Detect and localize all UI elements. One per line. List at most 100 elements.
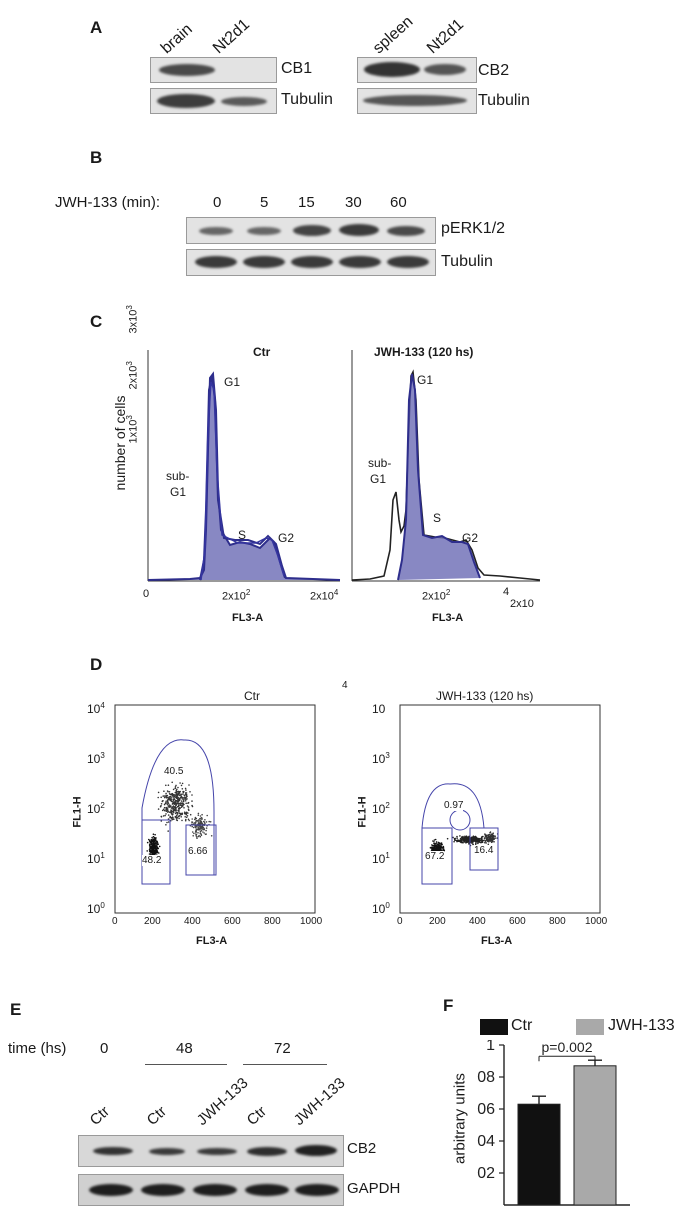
c-right-title: JWH-133 (120 hs)	[374, 345, 474, 359]
scatter-dot	[176, 788, 178, 791]
scatter-dot	[155, 837, 157, 839]
scatter-dot	[161, 809, 164, 812]
scatter-dot	[166, 809, 169, 812]
lane-label-brain: brain	[157, 20, 196, 58]
scatter-dot	[182, 805, 184, 807]
scatter-dot	[474, 835, 477, 838]
scatter-dot	[181, 798, 184, 800]
scatter-dot	[176, 819, 179, 822]
scatter-dot	[453, 840, 455, 843]
scatter-dot	[174, 795, 176, 798]
panel-e-label: E	[10, 1000, 22, 1019]
scatter-dot	[432, 846, 434, 849]
scatter-dot	[175, 789, 178, 792]
scatter-dot	[170, 809, 173, 812]
scatter-dot	[196, 837, 198, 839]
d-left-gate-top	[141, 739, 215, 878]
scatter-dot	[487, 843, 490, 846]
scatter-dot	[489, 838, 491, 840]
c-left-s: S	[238, 528, 247, 542]
scatter-dot	[169, 815, 171, 818]
scatter-dot	[169, 799, 172, 802]
c-ytick-3x10: 3x103	[124, 305, 140, 334]
scatter-dot	[167, 811, 169, 813]
scatter-dot	[441, 847, 444, 849]
scatter-dot	[167, 830, 169, 832]
f-y-tick-label: 06	[477, 1101, 495, 1118]
scatter-dot	[433, 839, 436, 841]
scatter-dot	[173, 807, 176, 809]
d-left-ytick-3: 103	[87, 751, 105, 766]
blot-cb2-a	[357, 57, 477, 83]
scatter-dot	[148, 838, 150, 841]
c-left-xlabel: FL3-A	[232, 612, 264, 624]
scatter-dot	[199, 815, 202, 817]
e-lane-ctr-3: Ctr	[243, 1102, 270, 1129]
legend-label-jwh: JWH-133	[608, 1017, 675, 1034]
f-pvalue: p=0.002	[542, 1040, 593, 1055]
c-right-xtick-max: 2x10	[510, 598, 534, 610]
scatter-dot	[191, 818, 193, 820]
scatter-dot	[169, 797, 171, 799]
c-left-xtick-mid: 2x102	[222, 588, 251, 603]
scatter-dot	[178, 792, 181, 794]
scatter-dot	[170, 800, 173, 803]
blot-tubulin-b	[186, 249, 436, 276]
scatter-dot	[165, 802, 167, 804]
scatter-dot	[173, 797, 175, 799]
scatter-dot	[191, 800, 193, 802]
scatter-dot	[185, 789, 187, 791]
scatter-dot	[178, 817, 180, 820]
c-right-xtick-4: 4	[503, 586, 510, 598]
scatter-dot	[478, 838, 480, 841]
scatter-dot	[171, 818, 174, 821]
scatter-dot	[154, 833, 156, 836]
scatter-dot	[146, 841, 149, 844]
scatter-dot	[177, 796, 179, 799]
d-left-xlabel: FL3-A	[196, 935, 228, 947]
scatter-dot	[170, 797, 173, 799]
scatter-dot	[149, 846, 152, 848]
scatter-dot	[186, 805, 189, 807]
blot-tubulin-a-right	[357, 88, 477, 114]
d-right-ytick-3: 103	[372, 751, 390, 766]
scatter-dot	[148, 850, 151, 853]
d-right-gate-g1	[421, 827, 453, 885]
scatter-dot	[166, 800, 169, 803]
scatter-dot	[161, 800, 164, 802]
d-right-title: JWH-133 (120 hs)	[436, 689, 534, 703]
scatter-dot	[180, 796, 183, 799]
scatter-dot	[474, 839, 476, 841]
f-y-tick-label: 02	[477, 1165, 495, 1182]
scatter-dot	[203, 828, 205, 831]
scatter-dot	[460, 836, 463, 839]
panel-c-label: C	[90, 312, 103, 331]
scatter-dot	[157, 796, 159, 799]
scatter-dot	[175, 792, 178, 794]
blot-perk	[186, 217, 436, 244]
scatter-dot	[176, 794, 179, 797]
scatter-dot	[466, 841, 469, 843]
d-left-gate-value-g2: 6.66	[188, 846, 208, 857]
d-right-ytick-1: 101	[372, 851, 390, 866]
scatter-dot	[186, 815, 189, 817]
scatter-dot	[195, 819, 198, 822]
scatter-dot	[490, 840, 492, 842]
d-left-gate-g1	[141, 819, 171, 885]
scatter-dot	[186, 795, 188, 798]
scatter-dot	[153, 847, 155, 850]
c-right-xlabel: FL3-A	[432, 612, 464, 624]
scatter-dot	[185, 813, 188, 816]
scatter-dot	[454, 839, 456, 841]
timepoint-5: 5	[260, 194, 269, 211]
timepoint-0: 0	[213, 194, 222, 211]
scatter-dot	[163, 796, 166, 799]
scatter-dot	[155, 849, 157, 851]
row-label-perk: pERK1/2	[441, 220, 506, 237]
scatter-dot	[167, 818, 170, 820]
scatter-dot	[186, 798, 188, 800]
scatter-dot	[433, 841, 435, 843]
scatter-dot	[434, 838, 437, 841]
scatter-dot	[150, 841, 153, 844]
scatter-dot	[192, 826, 195, 829]
